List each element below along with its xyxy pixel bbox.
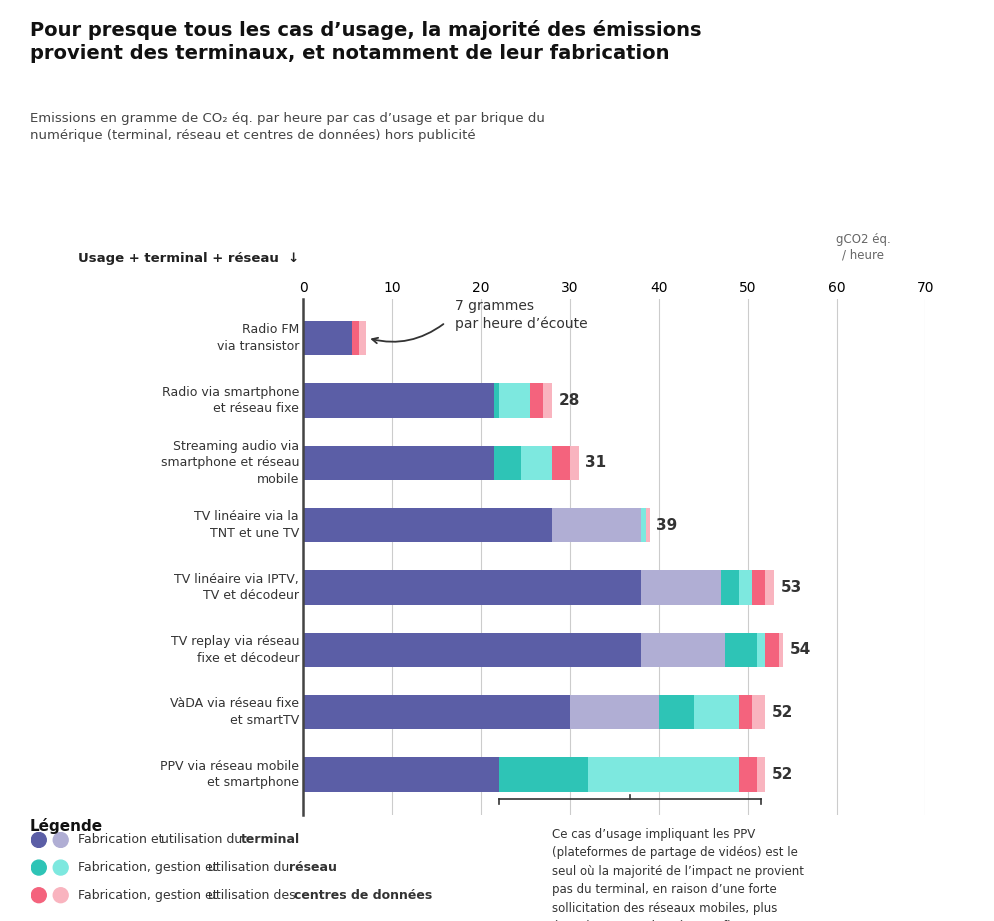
Text: Fabrication et: Fabrication et xyxy=(78,834,167,846)
Bar xyxy=(738,757,755,792)
Bar xyxy=(303,446,494,480)
Text: Streaming audio via
smartphone et réseau
mobile: Streaming audio via smartphone et réseau… xyxy=(160,439,299,485)
Bar xyxy=(521,446,552,480)
Text: terminal: terminal xyxy=(241,834,300,846)
Bar xyxy=(303,570,640,604)
Text: PPV via réseau mobile
et smartphone: PPV via réseau mobile et smartphone xyxy=(160,760,299,789)
Bar xyxy=(498,757,587,792)
Bar xyxy=(751,570,764,604)
Text: utilisation du: utilisation du xyxy=(157,834,246,846)
Text: Radio FM
via transistor: Radio FM via transistor xyxy=(217,323,299,353)
Bar xyxy=(764,570,773,604)
Bar xyxy=(530,383,543,417)
Circle shape xyxy=(32,888,46,903)
Bar xyxy=(303,508,552,542)
Text: Ce cas d’usage impliquant les PPV
(plateformes de partage de vidéos) est le
seul: Ce cas d’usage impliquant les PPV (plate… xyxy=(552,828,803,921)
Bar xyxy=(543,383,552,417)
Bar xyxy=(694,695,738,729)
Bar xyxy=(640,570,721,604)
Bar xyxy=(498,383,530,417)
Text: Usage + terminal + réseau  ↓: Usage + terminal + réseau ↓ xyxy=(78,252,299,265)
Text: TV linéaire via IPTV,
TV et décodeur: TV linéaire via IPTV, TV et décodeur xyxy=(174,573,299,602)
Bar xyxy=(778,633,782,667)
Circle shape xyxy=(32,833,46,847)
Bar xyxy=(352,321,359,356)
Text: 31: 31 xyxy=(584,455,605,471)
Bar xyxy=(640,508,645,542)
Bar xyxy=(570,446,579,480)
Text: 53: 53 xyxy=(779,580,801,595)
Bar xyxy=(359,321,365,356)
Bar xyxy=(738,570,751,604)
Bar xyxy=(494,383,498,417)
Text: 52: 52 xyxy=(771,705,792,719)
Bar xyxy=(303,383,494,417)
Bar xyxy=(303,633,640,667)
Bar xyxy=(587,757,738,792)
Text: gCO2 éq.
/ heure: gCO2 éq. / heure xyxy=(835,233,890,262)
Bar xyxy=(645,508,649,542)
Text: 54: 54 xyxy=(788,642,810,658)
Bar xyxy=(658,695,694,729)
Text: 28: 28 xyxy=(558,393,580,408)
Text: utilisation du: utilisation du xyxy=(204,861,293,874)
Text: Fabrication, gestion et: Fabrication, gestion et xyxy=(78,889,221,902)
Bar xyxy=(552,446,570,480)
Circle shape xyxy=(54,888,68,903)
Bar xyxy=(738,695,751,729)
Bar xyxy=(721,570,738,604)
Text: 7 grammes
par heure d’écoute: 7 grammes par heure d’écoute xyxy=(454,299,586,332)
Bar xyxy=(303,321,352,356)
Text: centres de données: centres de données xyxy=(293,889,431,902)
Text: Fabrication, gestion et: Fabrication, gestion et xyxy=(78,861,221,874)
Bar xyxy=(303,757,498,792)
Bar xyxy=(570,695,658,729)
Circle shape xyxy=(54,860,68,875)
Bar xyxy=(751,695,764,729)
Text: Pour presque tous les cas d’usage, la majorité des émissions
provient des termin: Pour presque tous les cas d’usage, la ma… xyxy=(30,20,701,63)
Text: réseau: réseau xyxy=(288,861,336,874)
Text: TV linéaire via la
TNT et une TV: TV linéaire via la TNT et une TV xyxy=(194,510,299,540)
Bar xyxy=(755,633,764,667)
Text: TV replay via réseau
fixe et décodeur: TV replay via réseau fixe et décodeur xyxy=(170,635,299,665)
Bar xyxy=(494,446,521,480)
Bar xyxy=(764,633,778,667)
Circle shape xyxy=(54,833,68,847)
Text: Emissions en gramme de CO₂ éq. par heure par cas d’usage et par brique du
numéri: Emissions en gramme de CO₂ éq. par heure… xyxy=(30,112,544,143)
Text: Radio via smartphone
et réseau fixe: Radio via smartphone et réseau fixe xyxy=(161,386,299,415)
Bar xyxy=(725,633,755,667)
Bar xyxy=(755,757,764,792)
Bar xyxy=(640,633,725,667)
Text: VàDA via réseau fixe
et smartTV: VàDA via réseau fixe et smartTV xyxy=(170,697,299,727)
Text: utilisation des: utilisation des xyxy=(204,889,299,902)
Bar xyxy=(303,695,570,729)
Text: 39: 39 xyxy=(655,518,677,532)
Text: Légende: Légende xyxy=(30,818,102,834)
Circle shape xyxy=(32,860,46,875)
Text: 52: 52 xyxy=(771,767,792,782)
Bar xyxy=(552,508,640,542)
